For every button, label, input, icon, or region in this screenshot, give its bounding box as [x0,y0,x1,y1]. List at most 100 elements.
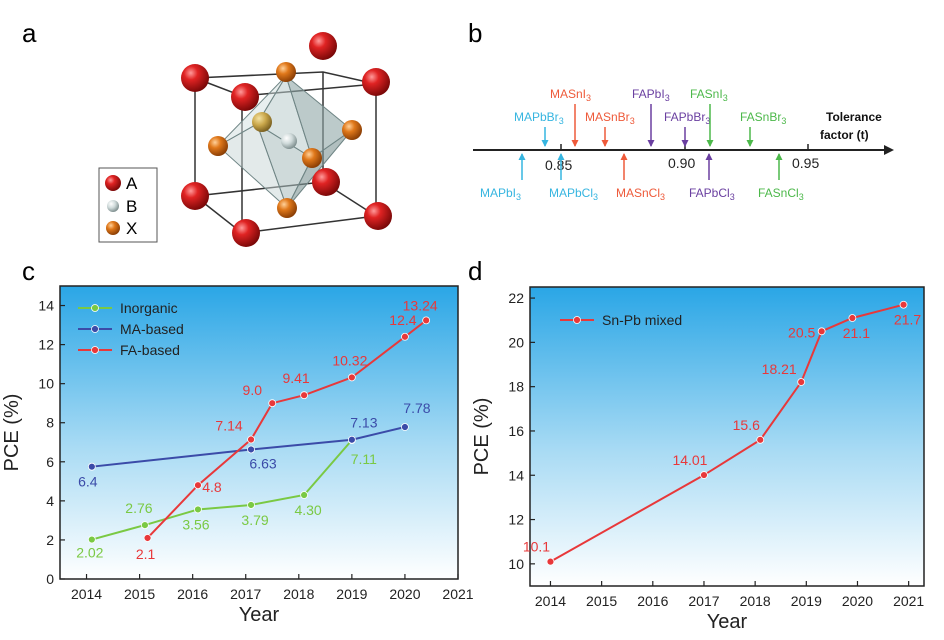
compound-mapbi3: MAPbI3 [480,153,526,202]
compound-mapbbr3: MAPbBr3 [514,110,564,147]
data-label: 9.41 [282,370,309,386]
y-axis-title: PCE (%) [1,394,23,472]
arrow-up-icon [705,153,713,160]
panel-c: c 2014 2015 2016 2017 2018 2019 2020 2021 0 2 4 6 8 1… [1,256,474,626]
x-axis-title: Year [239,604,280,626]
data-point [899,300,908,309]
data-label: 21.1 [843,325,870,341]
data-label: 4.30 [294,502,321,518]
atom-x [208,136,228,156]
data-point [848,314,857,322]
y-tick-label: 18 [508,379,524,395]
legend-label: Inorganic [120,300,178,316]
y-tick-label: 12 [38,337,54,353]
panel-a: a [22,18,392,247]
octahedron [217,74,353,210]
legend-b-label: B [126,197,137,216]
data-point [247,501,255,509]
legend-label: Sn-Pb mixed [602,312,682,328]
data-point [546,557,555,566]
data-label: 21.7 [894,312,921,328]
panel-label-c: c [22,256,35,286]
atom-a [231,83,259,111]
data-label: 7.11 [351,451,377,467]
data-point [141,521,149,529]
y-tick-label: 10 [38,376,54,392]
panel-label-b: b [468,18,482,48]
legend-marker [91,304,99,312]
data-point [268,399,277,408]
x-tick-label: 2015 [124,586,155,602]
arrow-up-icon [775,153,783,160]
y-tick-label: 14 [38,298,54,314]
axis-title: Tolerance [826,110,882,124]
y-tick-label: 16 [508,423,524,439]
atom-a [364,202,392,230]
data-point [797,378,806,386]
chart-legend: Sn-Pb mixed [560,312,682,328]
y-axis-title: PCE (%) [471,398,493,476]
atom-a [362,68,390,96]
legend-a-label: A [126,174,138,193]
atom-a [181,64,209,92]
data-label: 10.1 [523,539,550,555]
data-label: 7.14 [215,418,242,434]
data-label: 18.21 [762,361,797,377]
data-point [347,435,356,444]
compound-fapbbr3: FAPbBr3 [664,110,710,147]
plot-frame [529,286,925,587]
data-label: 13.24 [403,297,438,313]
compound-masnbr3: MASnBr3 [585,110,635,147]
compound-label: MAPbI3 [480,186,521,202]
x-tick-label: 2021 [442,586,473,602]
tolerance-factor-axis: 0.85 0.90 0.95 Tolerance factor (t) [473,110,894,173]
series-inorganic: 2.02 2.76 3.56 3.79 4.30 7.11 [76,436,377,561]
data-label: 20.5 [788,324,815,340]
series-ma-based: 6.4 6.63 7.13 7.78 [78,400,431,490]
compound-label: MAPbCl3 [549,186,598,202]
x-tick-label: 2019 [336,586,367,602]
data-point [300,491,309,499]
x-tick-label: 2018 [740,593,771,609]
x-tick-label: 2016 [177,586,208,602]
data-label: 3.56 [182,516,209,532]
data-label: 6.4 [78,474,98,490]
arrow-down-icon [541,140,549,147]
panel-label-d: d [468,256,482,286]
y-tick-label: 8 [46,415,54,431]
data-point [194,481,202,490]
axis-arrow-icon [884,145,894,155]
x-tick-label: 2019 [791,593,822,609]
data-label: 9.0 [243,382,263,398]
perovskite-crystal-structure [181,32,392,247]
legend-label: FA-based [120,342,180,358]
compound-label: MAPbBr3 [514,110,564,126]
x-tick-label: 2018 [283,586,314,602]
data-label: 6.63 [249,455,276,471]
x-tick-label: 2020 [389,586,420,602]
chart-legend: Inorganic MA-based FA-based [78,300,184,358]
atom-b [281,133,297,149]
compound-masni3: MASnI3 [550,87,591,147]
data-point [247,435,255,444]
compound-label: FASnCl3 [758,186,804,202]
data-label: 2.02 [76,545,103,561]
atom-x [342,120,362,140]
x-tick-label: 2014 [71,586,102,602]
arrow-down-icon [647,140,655,147]
chart-pce-by-composition: 2014 2015 2016 2017 2018 2019 2020 2021 0 2 4 6 8 10 1… [1,285,474,626]
data-point [700,471,708,479]
legend-label: MA-based [120,321,184,337]
structure-legend: A B X [98,167,158,243]
tick-label: 0.90 [668,155,695,171]
arrow-down-icon [601,140,609,147]
atom-a [312,168,340,196]
compound-label: FASnI3 [690,87,728,103]
atom-x [277,198,297,218]
compound-label: FASnBr3 [740,110,786,126]
series-line [91,439,353,541]
x-axis-title: Year [707,611,748,633]
series-sn-pb-mixed: 10.1 14.01 15.6 18.21 20.5 21.1 21.7 [523,300,921,566]
tolerance-compounds: MAPbBr3 MASnI3 MASnBr3 FAPbI3 FAPbBr3 FASnI3 F… [480,87,804,202]
legend-x-label: X [126,219,137,238]
